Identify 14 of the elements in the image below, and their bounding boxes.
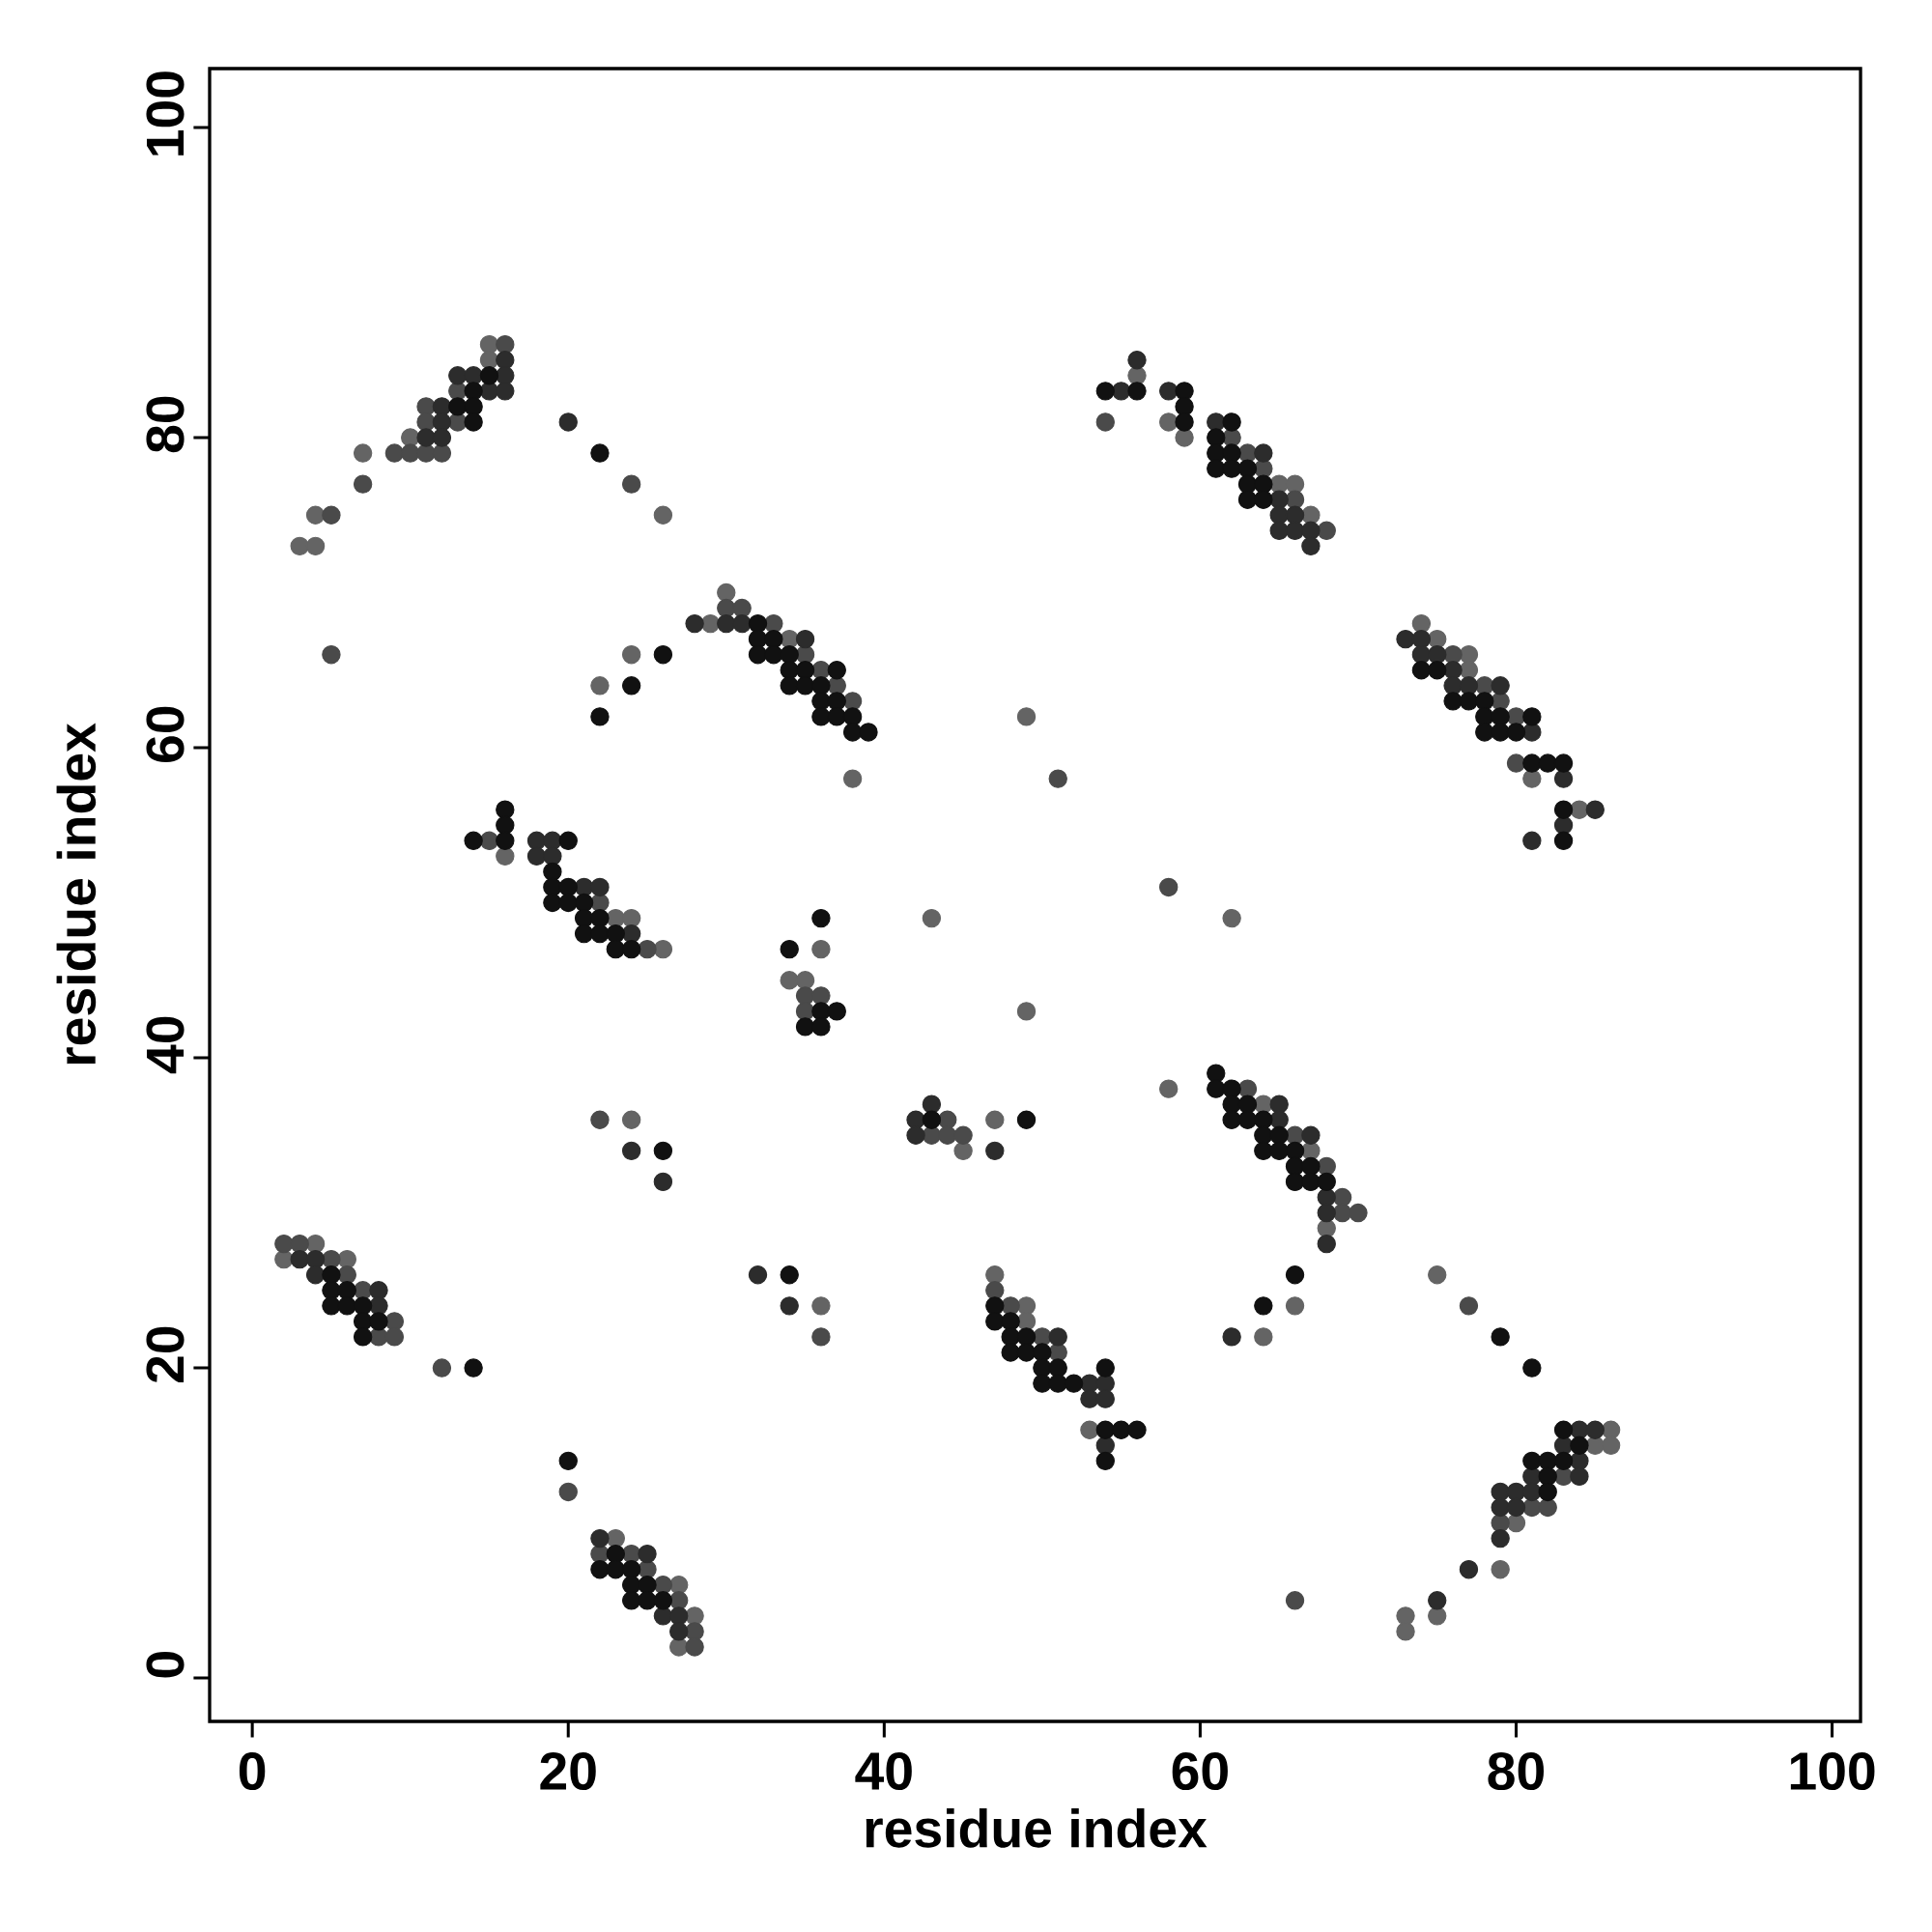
- y-tick-label: 40: [146, 1016, 185, 1074]
- x-tick-label: 80: [1488, 1751, 1545, 1791]
- y-tick-label: 80: [146, 396, 185, 453]
- x-axis-title: residue index: [866, 1808, 1208, 1848]
- y-tick-label: 0: [146, 1652, 185, 1678]
- y-axis-title: residue index: [56, 723, 97, 1065]
- y-tick-label: 100: [146, 71, 185, 156]
- x-tick-label: 40: [855, 1751, 912, 1791]
- x-tick-label: 20: [540, 1751, 596, 1791]
- x-tick-label: 0: [239, 1751, 266, 1791]
- x-tick-label: 60: [1172, 1751, 1228, 1791]
- y-tick-label: 60: [146, 706, 185, 762]
- y-tick-label: 20: [146, 1326, 185, 1383]
- x-tick-label: 100: [1790, 1751, 1875, 1791]
